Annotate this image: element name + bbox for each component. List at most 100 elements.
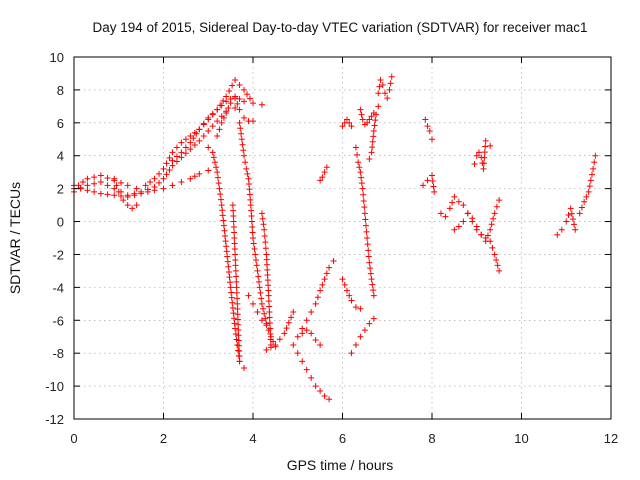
data-point [370, 315, 377, 322]
data-point [234, 295, 241, 302]
data-point [267, 330, 274, 337]
data-point [281, 330, 288, 337]
data-point [258, 317, 265, 324]
data-point [227, 100, 234, 107]
data-point [263, 256, 270, 263]
data-point [460, 202, 467, 209]
data-point [480, 165, 487, 172]
data-point [361, 210, 368, 217]
data-point [216, 185, 223, 192]
data-point [321, 276, 328, 283]
x-tick-label: 2 [160, 431, 167, 446]
data-point [231, 229, 238, 236]
data-point [321, 169, 328, 176]
data-point [576, 210, 583, 217]
data-point [426, 128, 433, 135]
data-point [481, 149, 488, 156]
data-point [357, 106, 364, 113]
data-point [247, 95, 254, 102]
data-point [455, 198, 462, 205]
data-point [228, 294, 235, 301]
data-point [97, 179, 104, 186]
data-point [163, 160, 170, 167]
data-point [237, 125, 244, 132]
data-point [248, 207, 255, 214]
data-point [264, 266, 271, 273]
data-point [442, 213, 449, 220]
data-point [266, 320, 273, 327]
data-point [308, 330, 315, 337]
data-point [319, 281, 326, 288]
data-point [156, 179, 163, 186]
data-point [169, 182, 176, 189]
data-point [367, 270, 374, 277]
data-point [241, 152, 248, 159]
data-point [217, 196, 224, 203]
data-point [303, 317, 310, 324]
y-tick-label: -10 [45, 379, 64, 394]
data-point [258, 101, 265, 108]
data-point [339, 276, 346, 283]
data-point [236, 353, 243, 360]
data-point [205, 114, 212, 121]
data-point [487, 226, 494, 233]
series-arc-l [263, 309, 297, 353]
data-point [79, 179, 86, 186]
data-point [234, 100, 241, 107]
data-point [265, 287, 272, 294]
data-point [227, 284, 234, 291]
data-point [196, 170, 203, 177]
data-point [124, 182, 131, 189]
data-point [215, 180, 222, 187]
data-point [377, 77, 384, 84]
series-arc-s [348, 315, 377, 357]
data-point [326, 396, 333, 403]
data-point [263, 251, 270, 258]
y-tick-label: -8 [52, 346, 64, 361]
data-point [362, 222, 369, 229]
data-point [222, 238, 229, 245]
data-point [239, 141, 246, 148]
data-point [258, 300, 265, 307]
series-arc-c [71, 167, 212, 200]
data-point [263, 322, 270, 329]
data-point [382, 90, 389, 97]
data-point [565, 211, 572, 218]
data-point [493, 203, 500, 210]
data-point [469, 215, 476, 222]
data-point [151, 187, 158, 194]
data-point [214, 106, 221, 113]
data-point [229, 202, 236, 209]
data-point [261, 232, 268, 239]
data-point [567, 205, 574, 212]
series-arc-ad [576, 152, 599, 217]
data-point [232, 330, 239, 337]
data-point [236, 347, 243, 354]
data-point [341, 281, 348, 288]
data-point [196, 137, 203, 144]
data-point [265, 298, 272, 305]
data-point [265, 282, 272, 289]
data-point [364, 119, 371, 126]
data-point [205, 167, 212, 174]
data-point [354, 151, 361, 158]
data-point [234, 306, 241, 313]
data-point [359, 185, 366, 192]
data-point [77, 184, 84, 191]
data-point [578, 204, 585, 211]
data-point [370, 133, 377, 140]
series-arc-w [375, 73, 395, 102]
data-point [236, 95, 243, 102]
data-point [169, 149, 176, 156]
data-point [482, 238, 489, 245]
data-point [236, 358, 243, 365]
data-point [187, 175, 194, 182]
data-point [235, 337, 242, 344]
data-point [308, 309, 315, 316]
data-point [111, 192, 118, 199]
data-point [366, 116, 373, 123]
data-point [249, 224, 256, 231]
data-point [235, 332, 242, 339]
data-point [241, 114, 248, 121]
